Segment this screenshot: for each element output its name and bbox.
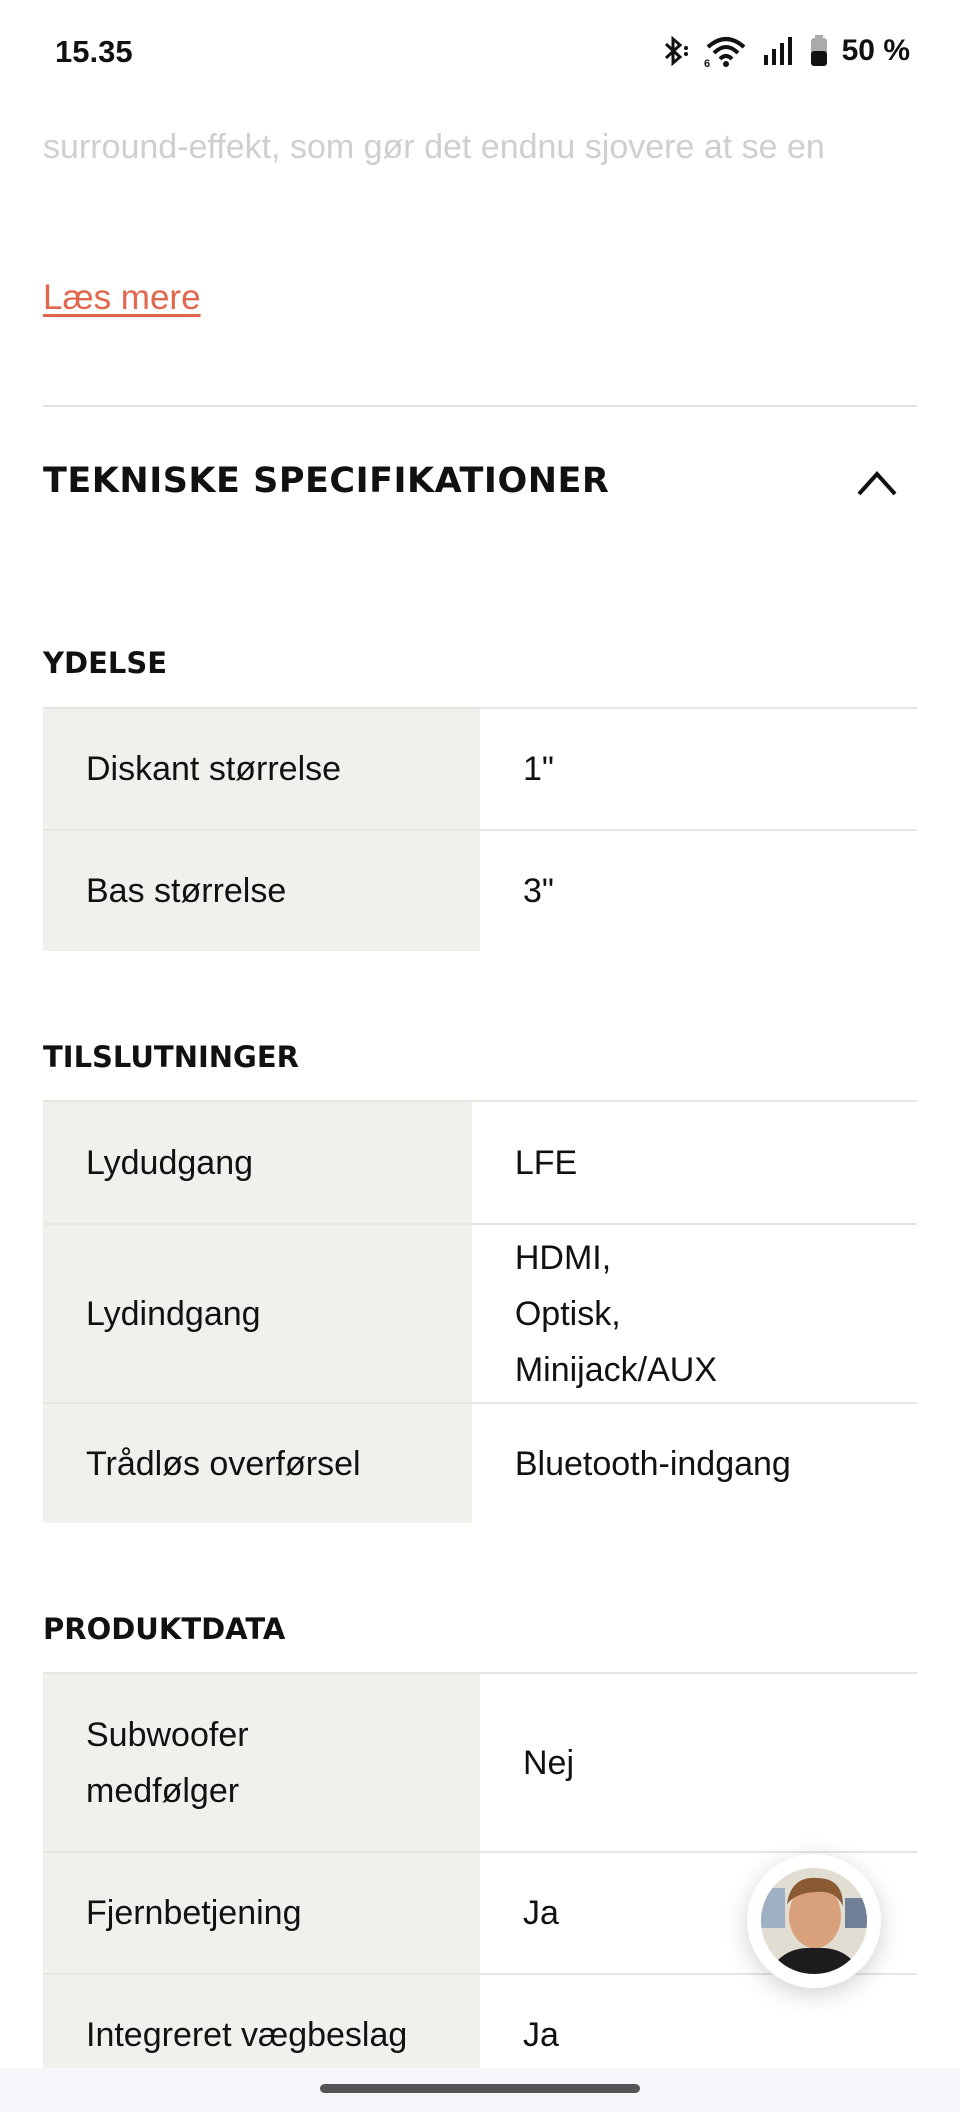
group-title-ydelse: YDELSE xyxy=(43,646,168,680)
wifi-6-icon: 6 xyxy=(704,37,745,67)
spec-label: Bas størrelse xyxy=(43,829,480,953)
chat-avatar-button[interactable] xyxy=(747,1854,881,1988)
support-agent-avatar xyxy=(761,1868,867,1974)
spec-label: Lydudgang xyxy=(43,1100,472,1225)
table-row: Lydudgang LFE xyxy=(43,1100,917,1225)
spec-value: Bluetooth-indgang xyxy=(471,1402,917,1525)
spec-value: LFE xyxy=(471,1100,917,1225)
table-row: Lydindgang HDMI, Optisk, Minijack/AUX xyxy=(43,1223,917,1404)
battery-icon xyxy=(810,35,827,66)
home-gesture-handle[interactable] xyxy=(320,2084,640,2093)
spec-label: Lydindgang xyxy=(43,1223,472,1404)
spec-value: 3" xyxy=(480,829,917,953)
spec-label: Trådløs overførsel xyxy=(43,1402,472,1525)
clock: 15.35 xyxy=(55,34,133,69)
spec-table-ydelse: Diskant størrelse 1" Bas størrelse 3" xyxy=(43,707,917,953)
group-title-tilslutninger: TILSLUTNINGER xyxy=(43,1040,299,1074)
read-more-link[interactable]: Læs mere xyxy=(43,278,201,317)
table-row: Subwoofer medfølger Nej xyxy=(43,1672,917,1853)
svg-text:6: 6 xyxy=(704,58,710,67)
bluetooth-icon xyxy=(664,35,688,67)
spec-value: Nej xyxy=(480,1672,917,1853)
chevron-up-icon[interactable] xyxy=(855,468,899,498)
group-title-produktdata: PRODUKTDATA xyxy=(43,1612,286,1646)
spec-value: 1" xyxy=(480,707,917,831)
signal-icon xyxy=(763,37,792,65)
spec-label: Subwoofer medfølger xyxy=(43,1672,480,1853)
divider xyxy=(43,405,917,407)
spec-label: Diskant størrelse xyxy=(43,707,480,831)
spec-label: Fjernbetjening xyxy=(43,1851,480,1975)
battery-percent: 50 % xyxy=(841,34,910,67)
description-text: surround-effekt, som gør det endnu sjove… xyxy=(43,128,825,166)
table-row: Bas størrelse 3" xyxy=(43,829,917,953)
system-navigation-bar xyxy=(0,2068,960,2112)
specs-title: TEKNISKE SPECIFIKATIONER xyxy=(43,461,610,501)
spec-table-tilslutninger: Lydudgang LFE Lydindgang HDMI, Optisk, Min… xyxy=(43,1100,917,1525)
table-row: Trådløs overførsel Bluetooth-indgang xyxy=(43,1402,917,1525)
status-icons: 6 50 % xyxy=(660,34,910,68)
status-bar: 15.35 6 50 % xyxy=(0,0,960,100)
table-row: Diskant størrelse 1" xyxy=(43,707,917,831)
spec-value: HDMI, Optisk, Minijack/AUX xyxy=(471,1223,917,1404)
